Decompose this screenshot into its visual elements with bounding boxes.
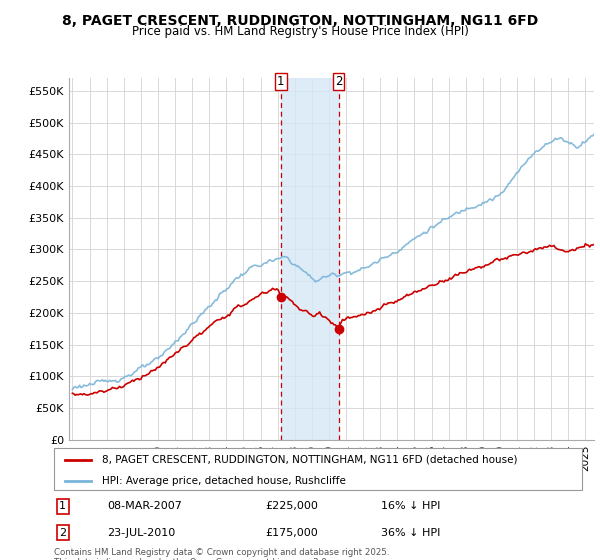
Text: Contains HM Land Registry data © Crown copyright and database right 2025.
This d: Contains HM Land Registry data © Crown c…	[54, 548, 389, 560]
Text: 23-JUL-2010: 23-JUL-2010	[107, 528, 175, 538]
Text: 16% ↓ HPI: 16% ↓ HPI	[382, 501, 441, 511]
Text: 2: 2	[59, 528, 67, 538]
Text: 1: 1	[59, 501, 66, 511]
Text: 08-MAR-2007: 08-MAR-2007	[107, 501, 182, 511]
Bar	[281, 78, 338, 440]
Text: Price paid vs. HM Land Registry's House Price Index (HPI): Price paid vs. HM Land Registry's House …	[131, 25, 469, 38]
Text: 8, PAGET CRESCENT, RUDDINGTON, NOTTINGHAM, NG11 6FD (detached house): 8, PAGET CRESCENT, RUDDINGTON, NOTTINGHA…	[101, 455, 517, 465]
Text: 8, PAGET CRESCENT, RUDDINGTON, NOTTINGHAM, NG11 6FD: 8, PAGET CRESCENT, RUDDINGTON, NOTTINGHA…	[62, 14, 538, 28]
Text: 2: 2	[335, 75, 342, 88]
Text: 36% ↓ HPI: 36% ↓ HPI	[382, 528, 441, 538]
Text: £225,000: £225,000	[265, 501, 318, 511]
Text: 1: 1	[277, 75, 284, 88]
Text: £175,000: £175,000	[265, 528, 318, 538]
Text: HPI: Average price, detached house, Rushcliffe: HPI: Average price, detached house, Rush…	[101, 476, 346, 486]
